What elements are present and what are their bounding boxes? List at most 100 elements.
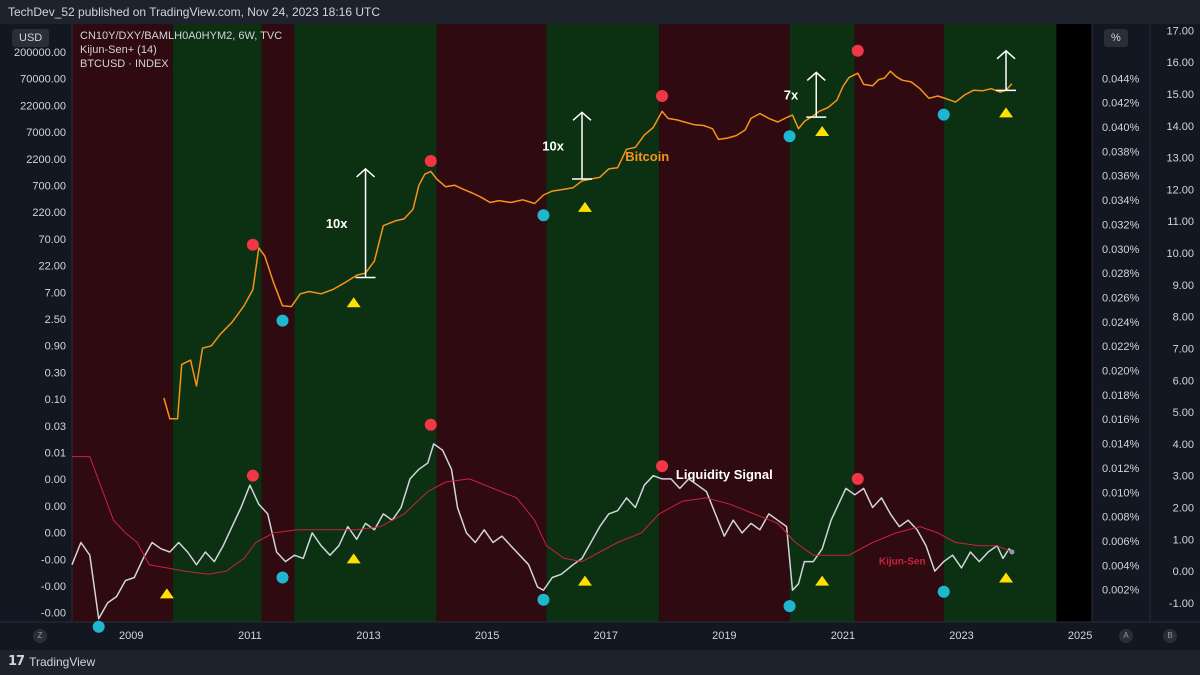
- x-tick-label-2009: 2009: [119, 630, 143, 642]
- legend-symbol[interactable]: CN10Y/DXY/BAMLH0A0HYM2, 6W, TVC: [80, 30, 283, 42]
- top-signal-dot: [424, 418, 437, 431]
- buy-signal-triangle: [815, 125, 830, 136]
- legend-indicator[interactable]: Kijun-Sen+ (14): [80, 44, 157, 56]
- zoom-button[interactable]: Z: [33, 629, 47, 643]
- far-right-tick-label: 9.00: [1173, 280, 1194, 292]
- scale-b-button[interactable]: B: [1163, 629, 1177, 643]
- buy-signal-triangle: [577, 575, 592, 586]
- x-tick-label-2015: 2015: [475, 630, 499, 642]
- pct-tick-label: 0.004%: [1102, 560, 1140, 572]
- left-tick-label: 70000.00: [20, 74, 66, 86]
- far-right-tick-label: 0.00: [1173, 566, 1194, 578]
- x-tick-label-2011: 2011: [238, 630, 262, 642]
- band-red-0: [72, 24, 173, 622]
- band-green-1: [172, 24, 262, 622]
- left-tick-label: 7000.00: [26, 127, 66, 139]
- far-right-tick-label: 7.00: [1173, 343, 1194, 355]
- label-liquidity-signal: Liquidity Signal: [676, 467, 773, 482]
- pct-tick-label: 0.006%: [1102, 536, 1140, 548]
- left-tick-label: 2200.00: [26, 154, 66, 166]
- left-tick-label: 0.10: [45, 394, 66, 406]
- pct-tick-label: 0.038%: [1102, 146, 1140, 158]
- buy-signal-triangle: [999, 572, 1014, 583]
- buy-signal-triangle: [346, 553, 361, 564]
- top-signal-dot: [424, 154, 437, 167]
- series-liquidity-signal-line[interactable]: [71, 443, 1013, 620]
- left-tick-label: 700.00: [32, 181, 66, 193]
- band-red-8: [854, 24, 944, 622]
- top-signal-dot: [246, 469, 259, 482]
- far-right-tick-label: -1.00: [1169, 598, 1194, 610]
- currency-chip[interactable]: USD: [12, 29, 50, 47]
- band-green-9: [943, 24, 1057, 622]
- bottom-signal-dot: [276, 314, 289, 327]
- bottom-signal-dot: [937, 108, 950, 121]
- bottom-signal-dot: [537, 209, 550, 222]
- growth-arrow-label: 10x: [326, 216, 348, 231]
- growth-arrow-head: [806, 71, 826, 81]
- tradingview-logo-text: TradingView: [29, 654, 96, 669]
- growth-arrow-label: 10x: [542, 139, 564, 154]
- left-tick-label: 0.01: [45, 448, 66, 460]
- series-bitcoin-line[interactable]: [163, 70, 1013, 420]
- label-kijun-sen: Kijun-Sen: [879, 557, 926, 568]
- auto-scale-button[interactable]: A: [1119, 629, 1133, 643]
- pct-tick-label: 0.022%: [1102, 341, 1140, 353]
- far-right-tick-label: 16.00: [1166, 57, 1194, 69]
- far-right-tick-label: 12.00: [1166, 184, 1194, 196]
- tradingview-logo-icon: 17: [8, 654, 25, 669]
- left-tick-label: 2.50: [45, 314, 66, 326]
- buy-signal-triangle: [999, 107, 1014, 118]
- pct-tick-label: 0.020%: [1102, 366, 1140, 378]
- left-tick-label: 0.00: [45, 474, 66, 486]
- band-red-4: [436, 24, 547, 622]
- x-tick-label-2017: 2017: [593, 630, 617, 642]
- pct-tick-label: 0.008%: [1102, 512, 1140, 524]
- bottom-signal-dot: [276, 571, 289, 584]
- liquidity-last-point: [1009, 549, 1015, 555]
- top-signal-dot: [656, 460, 669, 473]
- left-tick-label: 7.00: [45, 287, 66, 299]
- far-right-tick-label: 1.00: [1173, 534, 1194, 546]
- pct-tick-label: 0.010%: [1102, 487, 1140, 499]
- left-tick-label: 0.03: [45, 421, 66, 433]
- tradingview-logo[interactable]: 17 TradingView: [8, 654, 95, 669]
- bottom-signal-dot: [537, 593, 550, 606]
- far-right-tick-label: 11.00: [1167, 216, 1194, 228]
- pct-tick-label: 0.040%: [1102, 122, 1140, 134]
- chart-legend: CN10Y/DXY/BAMLH0A0HYM2, 6W, TVC Kijun-Se…: [80, 29, 282, 71]
- footer-bar: 17 TradingView: [0, 650, 1200, 675]
- chart-canvas[interactable]: 200000.00 70000.00 22000.00 7000.00 2200.00 7…: [0, 24, 1200, 650]
- left-tick-label: 220.00: [32, 207, 66, 219]
- band-green-7: [789, 24, 855, 622]
- bottom-signal-dot: [783, 130, 796, 143]
- growth-arrow-label: 7x: [784, 88, 799, 103]
- far-right-tick-label: 8.00: [1173, 312, 1194, 324]
- band-red-6: [659, 24, 790, 622]
- left-tick-label: 0.00: [45, 528, 66, 540]
- left-tick-label: 70.00: [38, 234, 66, 246]
- far-right-tick-label: 3.00: [1173, 471, 1194, 483]
- far-right-tick-label: 4.00: [1173, 439, 1194, 451]
- pct-tick-label: 0.036%: [1102, 171, 1140, 183]
- left-tick-label: 22.00: [38, 261, 66, 273]
- left-tick-label: 200000.00: [14, 47, 66, 59]
- top-signal-dot: [851, 472, 864, 485]
- legend-overlay[interactable]: BTCUSD · INDEX: [80, 58, 169, 70]
- percent-chip[interactable]: %: [1104, 29, 1128, 47]
- far-right-tick-label: 6.00: [1173, 375, 1194, 387]
- growth-arrow-head: [572, 111, 592, 121]
- pct-tick-label: 0.034%: [1102, 195, 1140, 207]
- top-signal-dot: [851, 44, 864, 57]
- x-tick-label-2025: 2025: [1068, 630, 1092, 642]
- far-right-tick-label: 13.00: [1166, 153, 1194, 165]
- publish-info: TechDev_52 published on TradingView.com,…: [8, 5, 381, 19]
- publish-header: TechDev_52 published on TradingView.com,…: [0, 0, 1200, 24]
- growth-arrow-head: [996, 49, 1016, 60]
- left-tick-label: 0.00: [45, 501, 66, 513]
- pct-tick-label: 0.032%: [1102, 219, 1140, 231]
- bottom-signal-dot: [937, 585, 950, 598]
- series-kijun-sen-line[interactable]: [72, 456, 1013, 575]
- left-tick-label: 0.90: [45, 341, 66, 353]
- pct-tick-label: 0.016%: [1102, 414, 1140, 426]
